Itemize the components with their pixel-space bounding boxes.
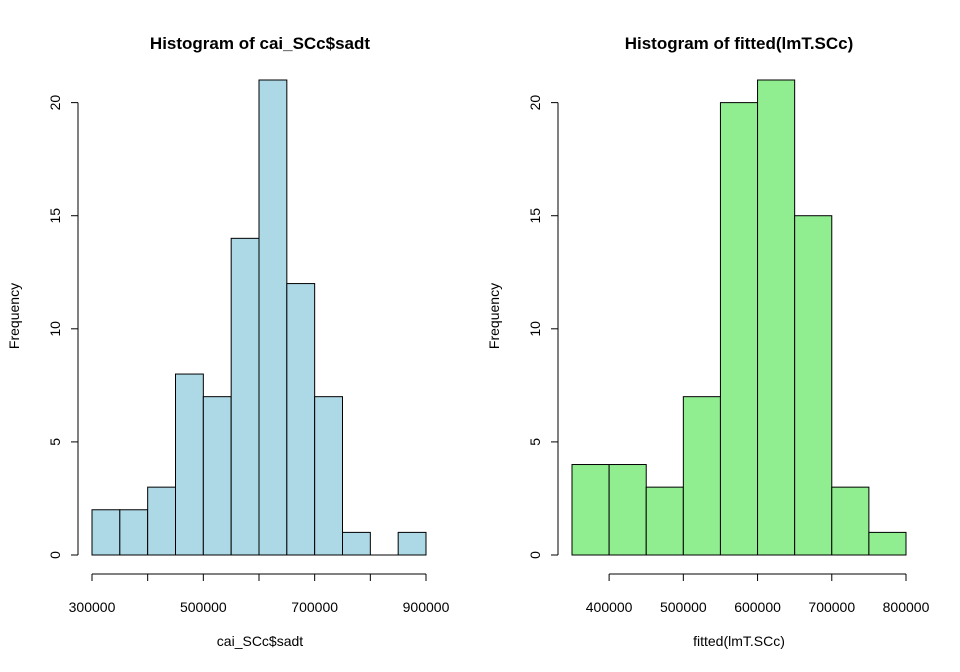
- y-tick-label: 5: [47, 438, 63, 446]
- y-tick-label: 15: [527, 208, 543, 224]
- histogram-bar: [91, 509, 121, 556]
- histogram-bar: [286, 283, 316, 556]
- bars: [91, 79, 427, 556]
- y-axis-label: Frequency: [486, 283, 502, 349]
- x-tick-label: 500000: [660, 599, 707, 615]
- histogram-bar: [571, 464, 610, 556]
- y-tick-label: 20: [527, 95, 543, 111]
- histogram-bar: [314, 396, 343, 556]
- y-tick-label: 0: [47, 551, 63, 559]
- histogram-bar: [258, 79, 288, 556]
- histogram-bar: [397, 531, 427, 556]
- histogram-bar: [719, 102, 759, 556]
- histogram-panel-right: Histogram of fitted(lmT.SCc) fitted(lmT.…: [486, 34, 930, 649]
- y-tick-label: 20: [47, 95, 63, 111]
- x-tick-label: 900000: [403, 599, 450, 615]
- histogram-bar: [230, 237, 260, 556]
- x-tick-label: 800000: [883, 599, 930, 615]
- y-tick-label: 0: [527, 551, 543, 559]
- chart-title: Histogram of cai_SCc$sadt: [150, 34, 370, 53]
- histogram-panel-left: Histogram of cai_SCc$sadt cai_SCc$sadt F…: [6, 34, 450, 649]
- histogram-bar: [608, 464, 647, 556]
- bars: [571, 79, 907, 556]
- histogram-bar: [645, 486, 684, 556]
- x-axis: 300000 500000 700000 900000: [69, 573, 450, 615]
- y-axis: 0 5 10 15 20: [527, 95, 559, 559]
- y-tick-label: 10: [527, 321, 543, 337]
- y-axis: 0 5 10 15 20: [47, 95, 79, 559]
- histogram-bar: [175, 373, 204, 556]
- x-axis: 400000 500000 600000 700000 800000: [586, 573, 930, 615]
- x-tick-label: 300000: [69, 599, 116, 615]
- histogram-bar: [342, 531, 371, 556]
- x-axis-label: fitted(lmT.SCc): [693, 633, 785, 649]
- histogram-bar: [757, 79, 796, 556]
- x-axis-label: cai_SCc$sadt: [217, 633, 303, 649]
- x-tick-label: 700000: [291, 599, 338, 615]
- histogram-bar: [119, 509, 149, 556]
- x-tick-label: 600000: [734, 599, 781, 615]
- x-tick-label: 500000: [180, 599, 227, 615]
- histogram-bar: [682, 396, 721, 556]
- histogram-bar: [147, 486, 177, 556]
- histogram-bar: [831, 486, 870, 556]
- histogram-bar: [794, 215, 833, 556]
- x-tick-label: 400000: [586, 599, 633, 615]
- histogram-bar: [868, 531, 907, 556]
- y-tick-label: 10: [47, 321, 63, 337]
- chart-title: Histogram of fitted(lmT.SCc): [625, 34, 854, 53]
- y-tick-label: 5: [527, 438, 543, 446]
- x-tick-label: 700000: [808, 599, 855, 615]
- y-axis-label: Frequency: [6, 283, 22, 349]
- histogram-bar: [202, 396, 232, 556]
- y-tick-label: 15: [47, 208, 63, 224]
